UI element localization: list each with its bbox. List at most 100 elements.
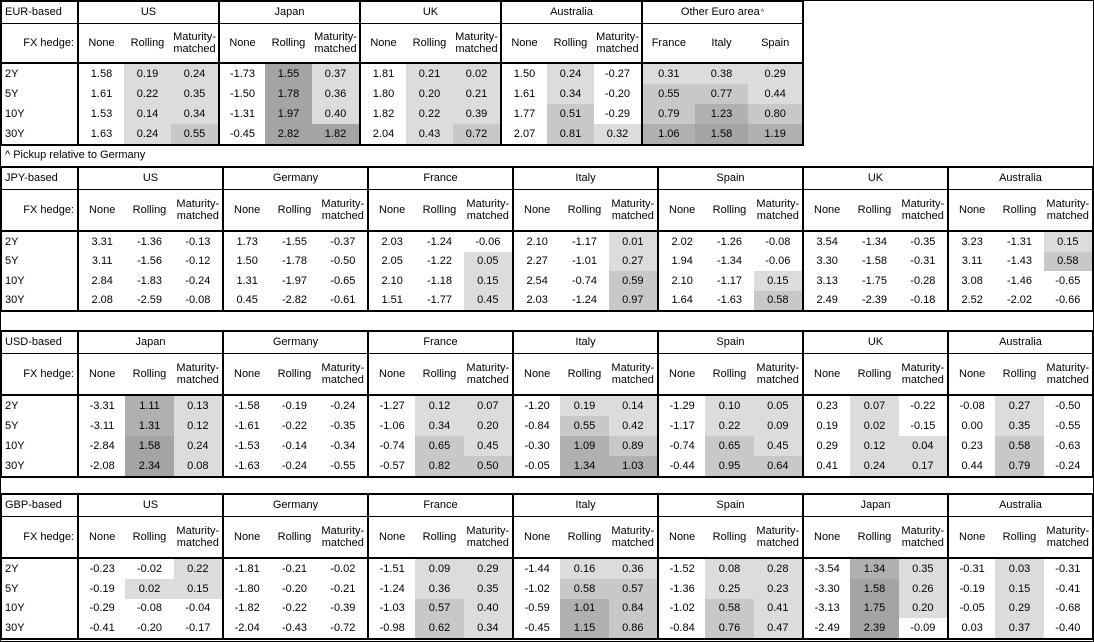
hedge-col-header: None (656, 190, 706, 232)
value-cell: -0.19 (77, 578, 125, 599)
country-group-header: US (77, 168, 222, 190)
hedge-col-header: Maturity-matched (1043, 517, 1092, 559)
value-cell: -0.22 (281, 602, 308, 615)
hedge-col-header: None (77, 24, 124, 64)
value-cell: -0.65 (1055, 274, 1081, 287)
value-cell: -1.46 (1006, 274, 1033, 287)
value-cell: -0.45 (511, 618, 560, 638)
hedge-col-header: None (77, 190, 126, 232)
value-cell: 0.77 (694, 84, 749, 104)
value-cell: 0.16 (560, 559, 609, 579)
value-cell: 0.38 (694, 64, 749, 84)
country-group-header: Spain (656, 495, 802, 517)
value-cell: 1.58 (694, 124, 749, 144)
value-cell: -1.81 (221, 559, 270, 579)
value-cell: 0.00 (946, 416, 995, 436)
country-group-header: Germany (221, 495, 367, 517)
value-cell: 1.61 (500, 84, 547, 104)
value-cell: 0.40 (312, 104, 359, 124)
value-cell: 0.62 (415, 618, 464, 638)
value-cell: -0.84 (656, 618, 705, 638)
value-cell: 3.11 (946, 251, 995, 271)
hedge-col-header: Rolling (995, 190, 1044, 232)
value-cell: 0.02 (125, 578, 174, 599)
value-cell: 0.45 (463, 290, 512, 310)
value-cell: 0.36 (312, 84, 359, 104)
hedge-col-header: Rolling (125, 354, 174, 396)
value-cell: -1.51 (366, 559, 415, 579)
tenor-label: 5Y (5, 419, 19, 432)
value-cell: 0.07 (463, 396, 512, 416)
hedge-col-header: Maturity-matched (898, 190, 947, 232)
hedge-col-header: Rolling (415, 517, 464, 559)
value-cell: 0.15 (173, 578, 222, 599)
value-cell: 2.27 (511, 251, 560, 271)
value-cell: 0.07 (850, 396, 899, 416)
tenor-label: 10Y (5, 107, 25, 120)
value-cell: 0.41 (753, 598, 802, 619)
value-cell: 0.47 (753, 618, 802, 638)
value-cell: 2.02 (656, 232, 705, 252)
hedge-col-header: Maturity-matched (753, 517, 802, 559)
value-cell: 0.02 (453, 64, 500, 84)
country-group-header: Japan (801, 495, 947, 517)
value-cell: 0.22 (173, 559, 222, 579)
value-cell: 1.11 (125, 396, 174, 416)
hedge-col-header: Maturity-matched (608, 190, 657, 232)
hedge-col-header: None (656, 517, 706, 559)
value-cell: 0.55 (641, 84, 695, 104)
value-cell: 0.19 (801, 416, 850, 436)
value-cell: 0.04 (898, 436, 947, 456)
value-cell: -0.05 (511, 456, 560, 476)
value-cell: -0.72 (330, 622, 356, 635)
value-cell: -0.31 (946, 559, 995, 579)
value-cell: -0.22 (910, 399, 936, 412)
value-cell: 0.22 (124, 84, 171, 104)
value-cell: -0.50 (1055, 399, 1081, 412)
value-cell: -0.74 (571, 274, 598, 287)
hedge-col-header: Maturity-matched (173, 354, 222, 396)
value-cell: 0.41 (801, 456, 850, 476)
value-cell: 0.27 (608, 251, 657, 271)
hedge-col-header: None (221, 517, 271, 559)
value-cell: -3.13 (801, 598, 850, 619)
country-group-header: Italy (511, 332, 657, 354)
value-cell: -2.82 (281, 294, 308, 307)
value-cell: -0.30 (511, 436, 560, 456)
value-cell: 2.39 (850, 618, 899, 638)
hedge-col-header: Maturity-matched (594, 24, 641, 64)
hedge-col-header: Rolling (270, 354, 319, 396)
value-cell: 0.22 (705, 416, 754, 436)
hedge-col-header: None (359, 24, 406, 64)
gbp-based-table: GBP-based US Germany France Italy Spain Japan A… (0, 493, 1094, 640)
hedge-col-header: Rolling (270, 190, 319, 232)
value-cell: -1.31 (218, 104, 265, 124)
value-cell: 0.35 (463, 578, 512, 599)
value-cell: -1.36 (656, 578, 705, 599)
hedge-col-header: None (221, 354, 271, 396)
value-cell: -0.41 (77, 618, 125, 638)
country-group-header: France (366, 332, 512, 354)
value-cell: 0.20 (406, 84, 453, 104)
hedge-col-header: None (511, 354, 561, 396)
country-group-header: Australia (946, 168, 1092, 190)
value-cell: -0.23 (77, 559, 125, 579)
value-cell: 0.35 (898, 559, 947, 579)
value-cell: 0.79 (641, 104, 695, 124)
value-cell: 2.03 (366, 232, 415, 252)
value-cell: 0.50 (463, 456, 512, 476)
hedge-col-header: Maturity-matched (173, 190, 222, 232)
hedge-col-header: Spain (748, 24, 802, 64)
value-cell: 0.34 (463, 618, 512, 638)
value-cell: 0.34 (547, 84, 594, 104)
value-cell: -0.08 (946, 396, 995, 416)
value-cell: 0.97 (608, 290, 657, 310)
value-cell: -1.83 (136, 274, 163, 287)
hedge-col-header: Maturity-matched (171, 24, 218, 64)
value-cell: -1.17 (716, 274, 743, 287)
value-cell: -2.04 (221, 618, 270, 638)
country-group-header: Other Euro area ^ (641, 2, 802, 24)
value-cell: -0.66 (1055, 294, 1081, 307)
value-cell: -2.59 (136, 294, 163, 307)
value-cell: 2.10 (511, 232, 560, 252)
